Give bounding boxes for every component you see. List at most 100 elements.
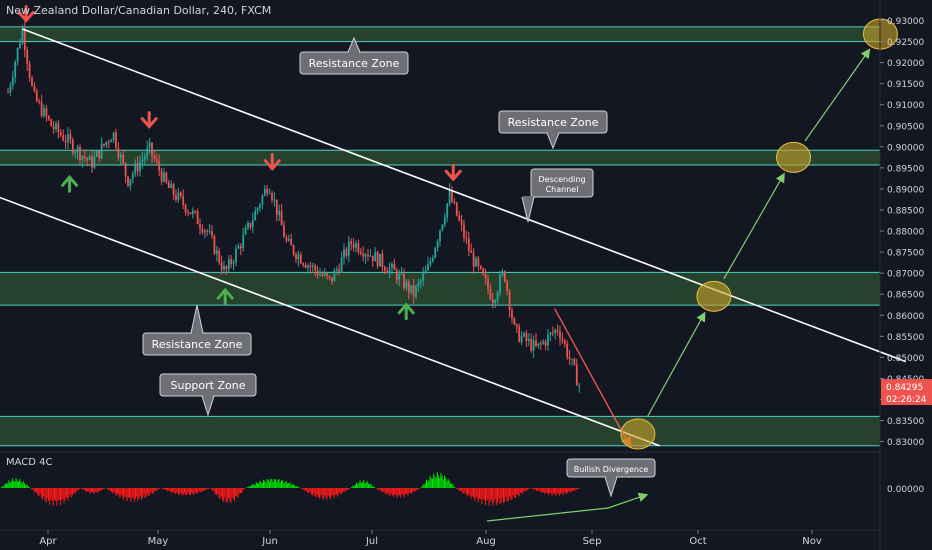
buy-signal-arrow xyxy=(61,174,79,193)
price-axis[interactable]: 0.93000 0.92500 0.92000 0.91500 0.91000 0.905… xyxy=(879,0,932,550)
macd-bar xyxy=(307,488,309,493)
macd-bar xyxy=(570,488,572,492)
candle-body xyxy=(158,161,161,171)
channel-lower-line[interactable] xyxy=(0,191,660,447)
candle-body xyxy=(513,318,516,325)
candle-body xyxy=(71,139,74,153)
candle-body xyxy=(55,123,57,130)
candle-body xyxy=(403,273,405,289)
macd-bar xyxy=(524,488,526,491)
macd-bar xyxy=(498,488,500,499)
macd-bar xyxy=(481,488,483,505)
candle-body xyxy=(256,207,259,211)
macd-bar xyxy=(111,488,112,492)
macd-bar xyxy=(412,488,414,492)
candle-body xyxy=(422,273,425,281)
macd-bar xyxy=(87,488,89,492)
macd-bar xyxy=(340,488,342,495)
macd-bar xyxy=(232,488,234,500)
macd-bar xyxy=(272,481,274,488)
bullish-projection-arrow[interactable] xyxy=(804,48,871,142)
macd-bar xyxy=(539,488,541,492)
candle-body xyxy=(347,241,350,256)
candle-body xyxy=(463,224,465,238)
candle-body xyxy=(112,132,115,141)
bearish-projection-arrow[interactable] xyxy=(554,308,632,449)
macd-bar xyxy=(49,488,51,505)
macd-bar xyxy=(495,488,497,506)
macd-bar xyxy=(237,488,239,498)
descending-channel-callout-text: Descending xyxy=(538,175,585,184)
bullish-divergence-callout[interactable]: Bullish Divergence xyxy=(566,458,656,498)
macd-bar xyxy=(101,488,103,491)
macd-bar xyxy=(154,488,156,491)
bullish-projection-arrow[interactable] xyxy=(723,172,785,280)
candle-body xyxy=(338,269,341,273)
resistance-zone-callout-top[interactable]: Resistance Zone xyxy=(299,36,409,75)
descending-channel-callout-box[interactable] xyxy=(530,168,594,198)
macd-bar xyxy=(463,488,465,494)
candle-body xyxy=(165,172,168,183)
macd-bar xyxy=(142,488,144,498)
candle-body xyxy=(412,284,415,297)
macd-bar xyxy=(328,488,330,497)
macd-bar xyxy=(64,488,66,500)
macd-bar xyxy=(243,488,245,490)
candle-body xyxy=(405,281,408,289)
macd-bar xyxy=(257,483,258,488)
candle-body xyxy=(407,281,410,293)
target-circle[interactable] xyxy=(620,418,656,450)
macd-bar xyxy=(203,488,205,491)
macd-bar xyxy=(45,488,47,503)
price-tick-label: 0.92500 xyxy=(887,38,924,48)
resistance-zone-callout-mid[interactable]: Resistance Zone xyxy=(498,110,608,150)
macd-bar xyxy=(464,488,466,493)
candle-body xyxy=(21,28,24,44)
candle-body xyxy=(458,215,461,221)
macd-bar xyxy=(385,488,387,495)
macd-bar xyxy=(523,488,525,492)
macd-bar xyxy=(417,488,418,490)
candle-body xyxy=(499,275,501,293)
macd-bar xyxy=(505,488,507,498)
channel-upper-line[interactable] xyxy=(22,28,907,363)
annotation-callouts[interactable]: Resistance Zone Resistance Zone Resistance… xyxy=(142,36,656,498)
candle-body xyxy=(297,254,300,260)
candle-body xyxy=(167,182,170,189)
resistance-zone-callout-low[interactable]: Resistance Zone xyxy=(142,304,252,356)
macd-bar xyxy=(55,488,57,501)
macd-bar xyxy=(393,488,394,498)
candle-body xyxy=(292,245,295,255)
macd-bar xyxy=(573,488,575,491)
support-zone-callout-text: Support Zone xyxy=(171,379,246,392)
current-price-tag[interactable] xyxy=(881,379,932,406)
macd-bar xyxy=(94,488,96,493)
candle-body xyxy=(151,142,153,156)
target-circle[interactable] xyxy=(696,280,732,312)
descending-channel[interactable] xyxy=(0,28,907,447)
macd-bar xyxy=(482,488,484,500)
candle-body xyxy=(103,143,105,146)
candle-body xyxy=(122,154,125,164)
macd-bar xyxy=(216,488,217,496)
macd-bar xyxy=(500,488,502,503)
time-axis[interactable]: Apr May Jun Jul Aug Sep Oct Nov xyxy=(0,529,880,547)
support-zone-callout[interactable]: Support Zone xyxy=(159,373,257,417)
macd-bar xyxy=(360,482,362,488)
resistance-zone-callout-mid-text: Resistance Zone xyxy=(508,116,599,129)
candle-body xyxy=(47,116,50,120)
macd-bar xyxy=(422,484,424,488)
candle-body xyxy=(299,254,302,264)
macd-bar xyxy=(411,488,412,494)
macd-bar xyxy=(369,484,371,488)
macd-bar xyxy=(406,488,408,494)
macd-bar xyxy=(476,488,478,499)
bullish-projection-arrow[interactable] xyxy=(647,311,706,417)
macd-bar xyxy=(120,488,122,496)
macd-bar xyxy=(264,480,266,488)
macd-bar xyxy=(548,488,549,496)
macd-bar xyxy=(48,488,49,501)
target-circle[interactable] xyxy=(776,141,812,173)
